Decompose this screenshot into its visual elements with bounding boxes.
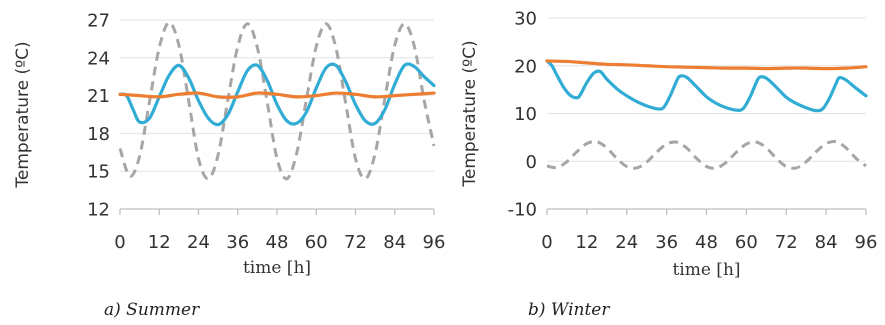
summer-xtick-label-5: 60: [305, 232, 328, 253]
summer-xtick-label-6: 72: [344, 232, 367, 253]
summer-ytick-label-2: 18: [87, 124, 110, 145]
winter-wall-series: [545, 59, 868, 113]
summer-ytick-label-4: 24: [87, 48, 110, 69]
winter-outdoor-series: [546, 139, 867, 170]
winter-xtick-label-1: 12: [575, 232, 598, 253]
summer-xtick-label-0: 0: [114, 232, 125, 253]
summer-xtick-label-1: 12: [148, 232, 171, 253]
winter-xtick-label-4: 48: [695, 232, 718, 253]
winter-x-axis-label: time [h]: [672, 260, 740, 280]
summer-xtick-label-2: 24: [187, 232, 210, 253]
caption-winter: b) Winter: [528, 300, 610, 320]
summer-ytick-label-0: 12: [87, 200, 110, 221]
summer-y-axis-label: Temperature (ºC): [13, 41, 33, 188]
summer-xtick-label-7: 84: [383, 232, 406, 253]
summer-ytick-label-1: 15: [87, 162, 110, 183]
winter-indoor-series: [545, 59, 868, 71]
summer-xtick-label-8: 96: [423, 232, 446, 253]
winter-ytick-label-4: 30: [514, 9, 537, 30]
winter-ytick-label-2: 10: [514, 104, 537, 125]
winter-xtick-label-8: 96: [855, 232, 878, 253]
winter-xtick-label-0: 0: [541, 232, 552, 253]
winter-y-axis-label: Temperature (ºC): [460, 40, 480, 187]
winter-xtick-label-7: 84: [815, 232, 838, 253]
summer-ytick-label-3: 21: [87, 86, 110, 107]
winter-xtick-label-5: 60: [735, 232, 758, 253]
winter-ytick-label-0: -10: [508, 200, 537, 221]
caption-summer: a) Summer: [104, 300, 200, 320]
winter-ytick-label-3: 20: [514, 56, 537, 77]
summer-x-axis-label: time [h]: [243, 258, 311, 278]
winter-xtick-label-3: 36: [655, 232, 678, 253]
winter-xtick-label-2: 24: [615, 232, 638, 253]
summer-xtick-label-4: 48: [266, 232, 289, 253]
winter-xtick-label-6: 72: [775, 232, 798, 253]
summer-ytick-label-5: 27: [87, 11, 110, 32]
summer-xtick-label-3: 36: [226, 232, 249, 253]
winter-ytick-label-1: 0: [526, 152, 537, 173]
summer-indoor-series: [118, 91, 436, 99]
